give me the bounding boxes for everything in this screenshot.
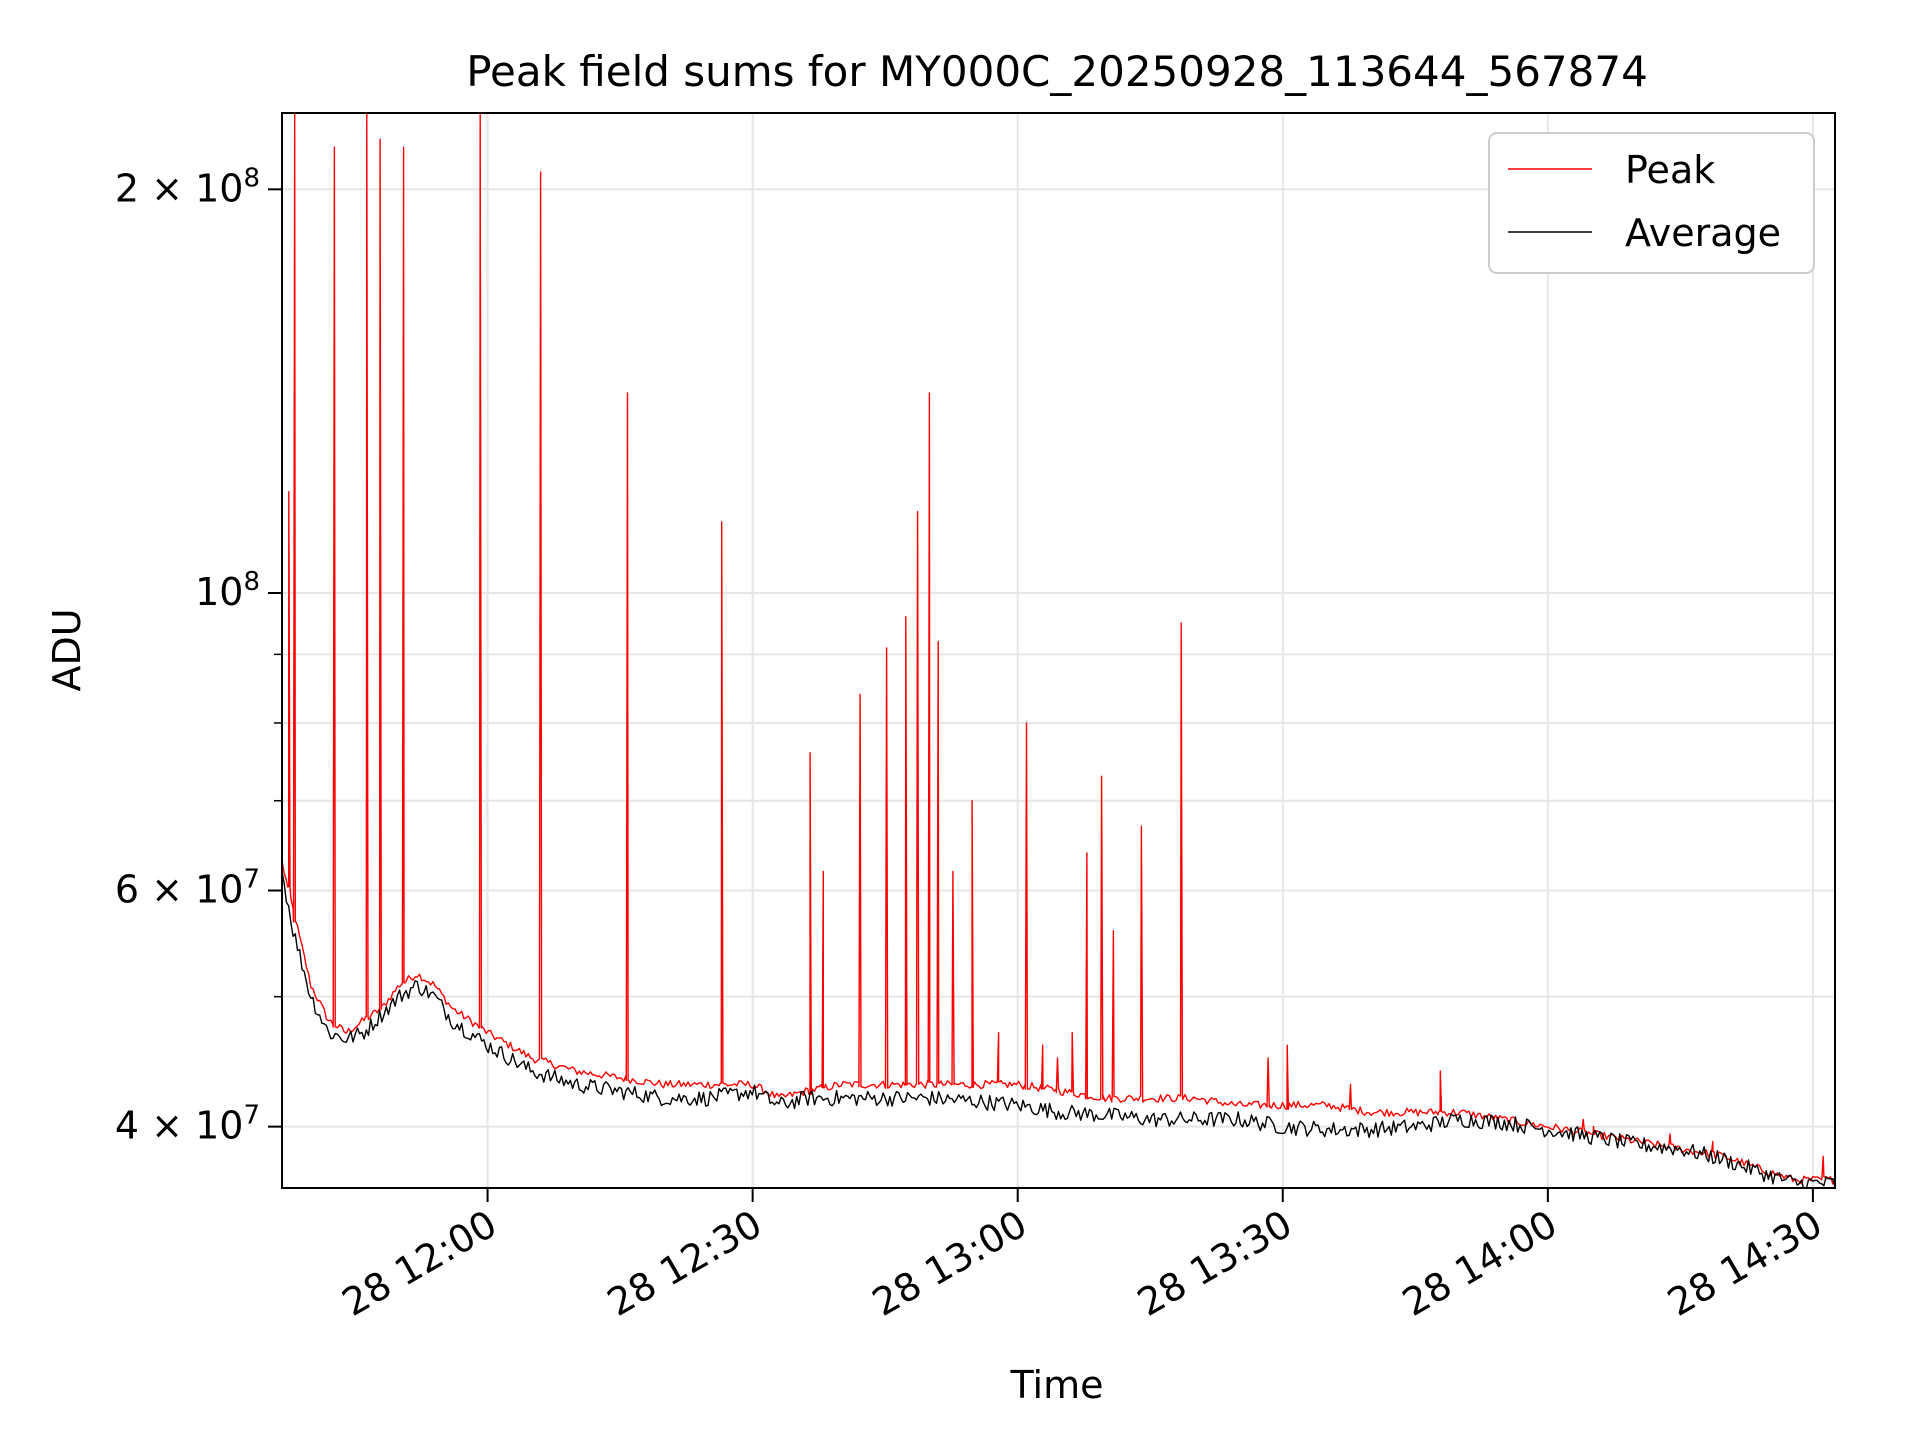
y-axis-label: ADU bbox=[45, 608, 89, 691]
peak-series-line bbox=[282, 113, 1835, 1185]
plot-background bbox=[282, 113, 1835, 1188]
y-tick-label: 4 × 107 bbox=[115, 1101, 260, 1148]
chart-title: Peak field sums for MY000C_20250928_1136… bbox=[466, 47, 1648, 96]
legend-peak-label: Peak bbox=[1625, 148, 1715, 192]
legend-average-label: Average bbox=[1625, 211, 1781, 255]
series-layer bbox=[282, 113, 1835, 1188]
average-series-line bbox=[282, 871, 1835, 1188]
plot-area bbox=[281, 112, 1836, 1189]
y-axis: 4 × 107 6 × 107 108 2 × 108 bbox=[115, 163, 282, 1148]
y-tick-label: 6 × 107 bbox=[115, 864, 260, 911]
legend-box bbox=[1488, 132, 1815, 274]
y-tick-exponent: 7 bbox=[243, 864, 260, 894]
y-tick-label: 2 × 108 bbox=[115, 163, 260, 210]
y-tick-label: 108 bbox=[195, 567, 260, 614]
x-axis-label: Time bbox=[1010, 1363, 1104, 1407]
y-tick-exponent: 8 bbox=[243, 567, 260, 597]
y-tick-exponent: 7 bbox=[243, 1101, 260, 1131]
y-tick-exponent: 8 bbox=[243, 163, 260, 193]
plot-frame bbox=[281, 112, 1836, 1189]
legend: Peak Average bbox=[1488, 132, 1815, 274]
